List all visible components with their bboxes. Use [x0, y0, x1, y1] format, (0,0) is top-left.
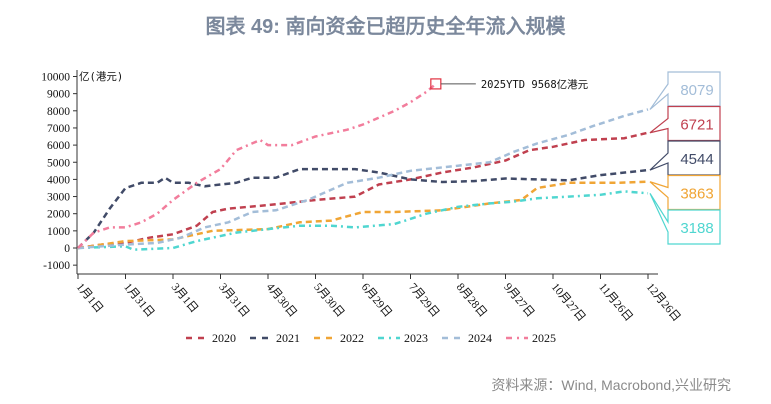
y-tick-label: 9000: [47, 89, 70, 101]
end-value-callout-2021: [649, 140, 721, 176]
x-tick-label: 10月27日: [549, 281, 588, 324]
end-value-label-2021: 4544: [680, 151, 713, 168]
x-tick-label: 1月1日: [74, 281, 105, 315]
end-value-label-2023: 3188: [680, 220, 713, 237]
source-note: 资料来源：Wind, Macrobond,兴业研究: [491, 377, 731, 393]
y-tick-label: 1000: [47, 226, 70, 238]
x-tick-label: 6月29日: [359, 281, 394, 320]
legend-label: 2022: [340, 331, 364, 345]
end-value-label-2024: 8079: [680, 82, 713, 99]
series-line-2025: [77, 82, 437, 249]
x-tick-label: 3月31日: [216, 281, 251, 320]
end-value-label-2020: 6721: [680, 117, 713, 134]
legend-label: 2021: [276, 331, 300, 345]
legend-item-2023: 2023: [378, 331, 428, 345]
legend-label: 2020: [212, 331, 236, 345]
x-tick-label: 11月26日: [596, 281, 634, 324]
x-tick-label: 12月26日: [644, 281, 683, 324]
legend-label: 2023: [404, 331, 428, 345]
x-tick-label: 1月31日: [121, 281, 156, 320]
end-value-callout-2020: [649, 105, 721, 142]
series-line-2023: [77, 190, 649, 251]
legend-label: 2024: [468, 331, 492, 345]
x-tick-label: 8月28日: [454, 281, 489, 320]
series-line-2022: [77, 180, 649, 250]
y-tick-label: 2000: [47, 209, 70, 221]
y-tick-label: 8000: [47, 106, 70, 118]
series-line-2021: [77, 167, 649, 249]
legend-item-2024: 2024: [442, 331, 492, 345]
legend-item-2022: 2022: [314, 331, 364, 345]
x-tick-label: 3月1日: [169, 281, 200, 315]
x-tick-label: 9月27日: [501, 281, 536, 320]
series-line-2020: [77, 131, 649, 250]
x-tick-label: 5月30日: [311, 281, 346, 320]
y-tick-label: 3000: [47, 192, 70, 204]
end-value-callout-2023: [649, 193, 721, 245]
y-tick-label: 10000: [41, 72, 70, 84]
y-tick-label: 0: [64, 243, 70, 255]
end-value-callout-2024: [649, 71, 721, 110]
y-tick-label: -1000: [43, 260, 70, 272]
x-tick-label: 4月30日: [264, 281, 299, 320]
series-line-2024: [77, 108, 649, 250]
end-value-label-2022: 3863: [680, 186, 713, 203]
legend-item-2020: 2020: [186, 331, 236, 345]
legend-item-2025: 2025: [506, 331, 556, 345]
legend-item-2021: 2021: [250, 331, 300, 345]
legend-label: 2025: [532, 331, 556, 345]
end-value-callout-2022: [649, 174, 721, 211]
y-tick-label: 7000: [47, 123, 70, 135]
y-tick-label: 4000: [47, 174, 70, 186]
annotation-label: 2025YTD 9568亿港元: [481, 78, 589, 91]
y-tick-label: 6000: [47, 140, 70, 152]
y-axis-unit-label: 亿(港元): [79, 70, 123, 83]
chart-title: 图表 49: 南向资金已超历史全年流入规模: [205, 16, 566, 38]
y-tick-label: 5000: [47, 157, 70, 169]
x-tick-label: 7月29日: [406, 281, 441, 320]
